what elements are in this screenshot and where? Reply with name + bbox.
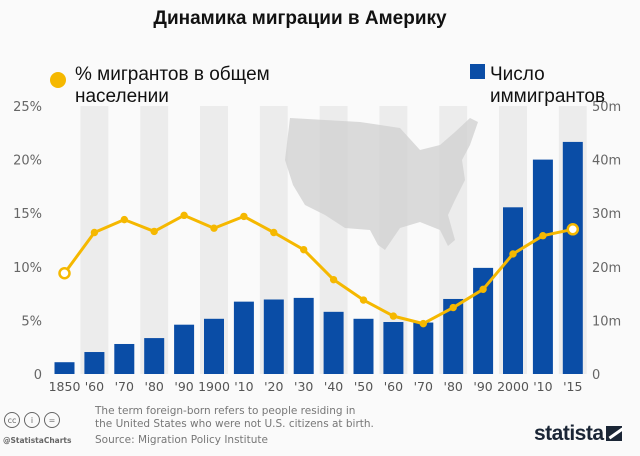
- footnote-line-2: the United States who were not U.S. citi…: [95, 418, 374, 430]
- bar: [114, 343, 135, 374]
- bar: [413, 322, 434, 374]
- legend-bar-marker: [470, 64, 485, 79]
- line-point: [210, 224, 218, 232]
- bar: [233, 301, 254, 374]
- x-tick-label: '60: [384, 379, 403, 394]
- source-text: Source: Migration Policy Institute: [95, 434, 268, 446]
- bar: [503, 207, 523, 374]
- x-tick-label: '90: [473, 379, 492, 394]
- x-tick-label: '10: [533, 379, 552, 394]
- bar: [532, 159, 553, 374]
- line-point: [240, 212, 248, 221]
- x-tick-label: '15: [563, 379, 582, 394]
- x-tick-label: '60: [85, 379, 104, 394]
- line-point: [90, 228, 99, 237]
- x-tick-label: 1900: [198, 379, 230, 394]
- us-map-silhouette: [285, 118, 478, 250]
- left-y-tick-label: 20%: [13, 154, 42, 169]
- left-y-tick-label: 25%: [13, 100, 42, 115]
- line-point: [150, 227, 158, 236]
- left-y-tick-label: 5%: [21, 314, 42, 329]
- line-point: [509, 250, 517, 258]
- chart-title: Динамика миграции в Америку: [153, 8, 447, 29]
- bar: [443, 298, 464, 374]
- right-y-tick-label: 30m: [592, 207, 621, 222]
- line-point: [300, 245, 308, 254]
- no-derivatives-icon: =: [44, 412, 60, 428]
- cc-icon: cc: [4, 412, 20, 428]
- right-y-tick-label: 40m: [592, 154, 621, 169]
- line-point: [359, 296, 368, 304]
- x-tick-label: '10: [234, 379, 253, 394]
- bar: [174, 324, 195, 374]
- line-point: [270, 228, 278, 237]
- x-tick-label: '20: [264, 379, 283, 394]
- x-tick-label: '90: [174, 379, 193, 394]
- bar: [562, 141, 583, 374]
- x-tick-label: '30: [294, 379, 313, 394]
- legend-line-label-1: % мигрантов в общем: [75, 64, 270, 85]
- attribution-icon: i: [24, 412, 40, 428]
- x-tick-label: 1850: [49, 379, 81, 394]
- line-point: [389, 312, 398, 320]
- line-point: [449, 303, 457, 312]
- bar: [323, 311, 344, 374]
- bar: [263, 299, 284, 374]
- left-y-tick-label: 15%: [13, 207, 42, 222]
- x-tick-label: '80: [444, 379, 463, 394]
- legend-bar-label-2: иммигрантов: [490, 86, 606, 107]
- x-tick-label: '50: [354, 379, 373, 394]
- right-y-tick-label: 0: [592, 368, 600, 383]
- footnote-line-1: The term foreign-born refers to people r…: [95, 405, 356, 417]
- x-tick-label: 2000: [497, 379, 529, 394]
- statista-logo[interactable]: statista: [534, 422, 604, 445]
- bar: [54, 362, 75, 374]
- legend-bar-label-1: Число: [490, 64, 545, 85]
- x-tick-label: '70: [115, 379, 134, 394]
- line-point: [180, 211, 188, 220]
- bar: [383, 322, 404, 374]
- line-point: [566, 223, 580, 236]
- legend-line-label: % мигрантов в общем населении: [75, 64, 270, 108]
- line-point: [479, 285, 487, 294]
- percentage-line: [63, 213, 574, 326]
- legend-line-label-2: населении: [75, 86, 169, 107]
- right-y-tick-label: 20m: [592, 261, 621, 276]
- left-y-tick-label: 10%: [13, 261, 42, 276]
- bar: [204, 318, 224, 374]
- line-point: [419, 319, 427, 328]
- line-point: [120, 215, 129, 224]
- bar: [144, 338, 165, 374]
- x-tick-label: '40: [324, 379, 343, 394]
- bar: [84, 352, 105, 374]
- bar: [293, 297, 314, 374]
- legend-bar-label: Число иммигрантов: [490, 64, 605, 108]
- statista-logo-mark: [606, 426, 622, 441]
- footnote: The term foreign-born refers to people r…: [95, 405, 374, 431]
- twitter-handle: @StatistaCharts: [3, 436, 72, 445]
- legend-line-marker: [50, 72, 66, 88]
- line-point: [539, 232, 547, 240]
- right-y-tick-label: 50m: [592, 100, 621, 115]
- background-stripe: [80, 106, 109, 374]
- right-y-tick-label: 10m: [592, 314, 621, 329]
- line-point: [329, 275, 338, 284]
- background-stripe: [140, 106, 169, 374]
- left-y-tick-label: 0: [34, 368, 42, 383]
- line-point: [58, 266, 71, 280]
- bar: [353, 318, 374, 374]
- bar: [473, 267, 494, 374]
- x-tick-label: '70: [414, 379, 433, 394]
- x-tick-label: '80: [145, 379, 164, 394]
